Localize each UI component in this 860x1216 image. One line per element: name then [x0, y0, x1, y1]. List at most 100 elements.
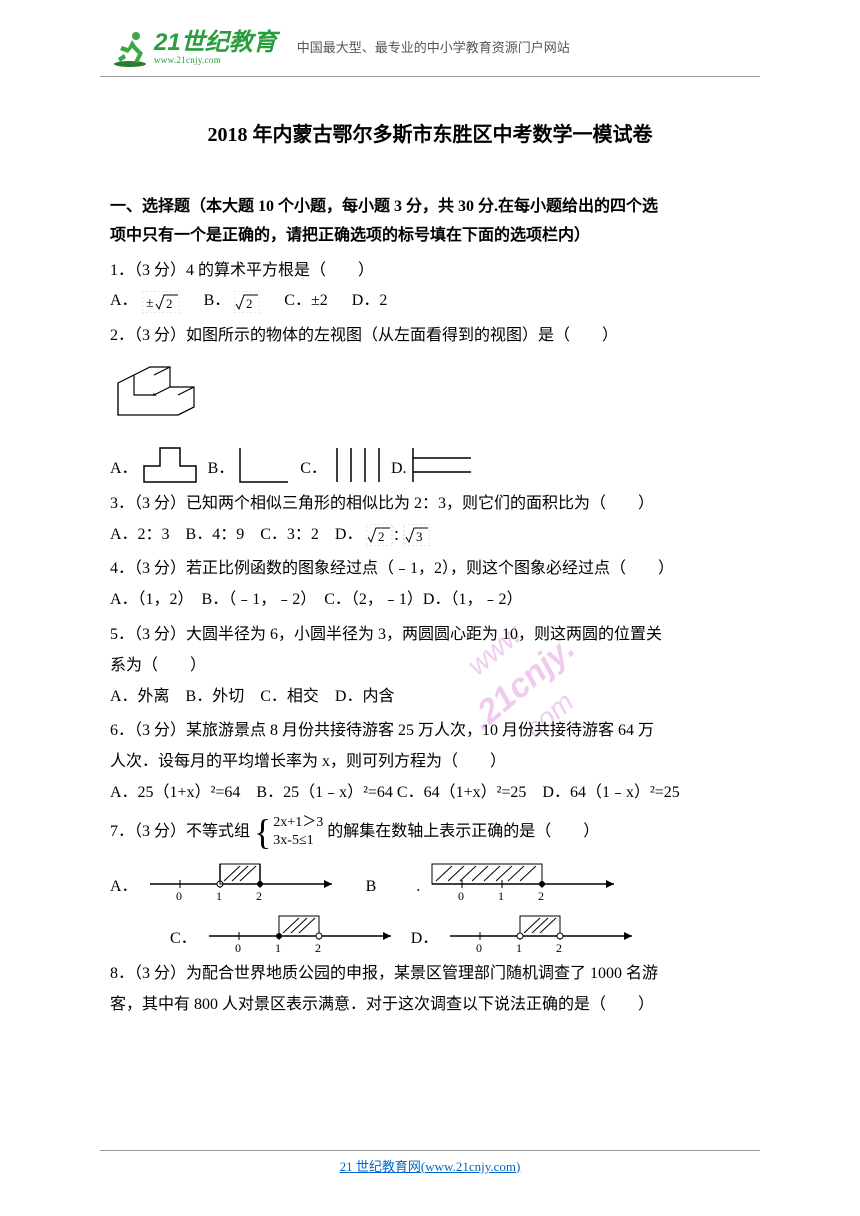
q7-row2: C． 0 1 2 [110, 908, 750, 954]
q2-opt-d: D. [391, 446, 473, 484]
q7-opt-d: D． 0 1 2 [411, 908, 643, 954]
logo-text-block: 21世纪教育 www.21cnjy.com [154, 30, 277, 66]
q7-stem-pre: 7．（3 分）不等式组 [110, 823, 250, 840]
logo-sub-text: www.21cnjy.com [154, 56, 277, 66]
document-body: 2018 年内蒙古鄂尔多斯市东胜区中考数学一模试卷 一、选择题（本大题 10 个… [0, 77, 860, 1020]
svg-text:2: 2 [246, 296, 253, 311]
svg-text:2: 2 [315, 941, 321, 954]
question-2: 2．（3 分）如图所示的物体的左视图（从左面看得到的视图）是（ ） A． [110, 322, 750, 484]
q5-stem-l2: 系为（ ） [110, 652, 750, 681]
header-tagline: 中国最大型、最专业的中小学教育资源门户网站 [297, 36, 570, 59]
q1-opt-d: D．2 [352, 292, 388, 309]
ineq-line-1: 2x+1＞3 [273, 814, 323, 832]
q7-stem: 7．（3 分）不等式组 { 2x+1＞3 3x-5≤1 的解集在数轴上表示正确的… [110, 814, 750, 850]
pm-sqrt2-icon: ± 2 [142, 291, 180, 313]
q7-opt-b-label: B [366, 873, 377, 902]
q2-opt-a-label: A． [110, 455, 138, 484]
q7-opt-a-label: A． [110, 873, 138, 902]
q7-opt-b-graph: . 0 1 2 [416, 856, 624, 902]
q7-opt-d-label: D． [411, 925, 439, 954]
numberline-b-icon: 0 1 2 [424, 856, 624, 902]
shape-d-icon [411, 446, 473, 484]
sqrt2-sqrt3-icon: 2 ： 3 [366, 524, 430, 546]
q7-stem-post: 的解集在数轴上表示正确的是（ ） [327, 823, 599, 840]
question-7: 7．（3 分）不等式组 { 2x+1＞3 3x-5≤1 的解集在数轴上表示正确的… [110, 814, 750, 954]
svg-text:：: ： [393, 529, 407, 544]
q6-stem-l2: 人次．设每月的平均增长率为 x，则可列方程为（ ） [110, 748, 750, 777]
svg-text:2: 2 [556, 941, 562, 954]
numberline-c-icon: 0 1 2 [201, 908, 401, 954]
q2-stem: 2．（3 分）如图所示的物体的左视图（从左面看得到的视图）是（ ） [110, 322, 750, 351]
inequality-system: { 2x+1＞3 3x-5≤1 [254, 814, 323, 850]
svg-text:1: 1 [516, 941, 522, 954]
svg-text:0: 0 [235, 941, 241, 954]
sqrt2-icon: 2 [234, 291, 260, 313]
q1-opt-b-label: B． [204, 292, 231, 309]
q2-opt-d-label: D. [391, 455, 407, 484]
question-1: 1．（3 分）4 的算术平方根是（ ） A． ± 2 B． 2 C．±2 D．2 [110, 257, 750, 317]
q1-stem: 1．（3 分）4 的算术平方根是（ ） [110, 257, 750, 286]
site-logo: 21世纪教育 www.21cnjy.com [110, 28, 277, 68]
q7-row1: A． 0 1 2 [110, 856, 750, 902]
svg-text:1: 1 [275, 941, 281, 954]
shape-b-icon [238, 446, 290, 484]
svg-text:2: 2 [538, 889, 544, 902]
q3-opts-abc: A．2：3 B．4：9 C．3：2 D． [110, 526, 362, 543]
svg-text:0: 0 [458, 889, 464, 902]
q5-options: A．外离 B．外切 C．相交 D．内含 [110, 683, 750, 712]
q3-options: A．2：3 B．4：9 C．3：2 D． 2 ： 3 [110, 521, 750, 550]
q1-opt-c: C．±2 [284, 292, 327, 309]
q4-options: A．（1，2） B．（﹣1，﹣2） C．（2，﹣1）D．（1，﹣2） [110, 586, 750, 615]
exam-title: 2018 年内蒙古鄂尔多斯市东胜区中考数学一模试卷 [110, 117, 750, 153]
svg-text:2: 2 [256, 889, 262, 902]
svg-text:3: 3 [416, 529, 423, 544]
q5-stem-l1: 5．（3 分）大圆半径为 6，小圆半径为 3，两圆圆心距为 10，则这两圆的位置… [110, 621, 750, 650]
q2-opt-b: B． [208, 446, 291, 484]
solid-figure-icon [110, 357, 198, 429]
section-1-heading: 一、选择题（本大题 10 个小题，每小题 3 分，共 30 分.在每小题给出的四… [110, 193, 750, 251]
numberline-a-icon: 0 1 2 [142, 856, 342, 902]
q6-stem-l1: 6．（3 分）某旅游景点 8 月份共接待游客 25 万人次，10 月份共接待游客… [110, 717, 750, 746]
shape-c-icon [331, 446, 381, 484]
q6-options: A．25（1+x）²=64 B．25（1﹣x）²=64 C．64（1+x）²=2… [110, 779, 750, 808]
section-heading-line1: 一、选择题（本大题 10 个小题，每小题 3 分，共 30 分.在每小题给出的四… [110, 193, 750, 222]
logo-runner-icon [110, 28, 150, 68]
footer-text: 21 世纪教育网 [340, 1159, 421, 1174]
svg-text:1: 1 [216, 889, 222, 902]
q2-figure-3d [110, 357, 750, 440]
q3-stem: 3．（3 分）已知两个相似三角形的相似比为 2：3，则它们的面积比为（ ） [110, 490, 750, 519]
page-header: 21世纪教育 www.21cnjy.com 中国最大型、最专业的中小学教育资源门… [100, 0, 760, 77]
q4-stem: 4．（3 分）若正比例函数的图象经过点（﹣1，2），则这个图象必经过点（ ） [110, 555, 750, 584]
svg-text:0: 0 [176, 889, 182, 902]
q2-options: A． B． C． D. [110, 446, 750, 484]
q2-opt-c: C． [300, 446, 381, 484]
svg-text:±: ± [146, 296, 154, 311]
logo-main-text: 21世纪教育 [154, 30, 277, 56]
q7-opt-c-label: C． [170, 925, 197, 954]
footer-url: (www.21cnjy.com) [421, 1159, 520, 1174]
ineq-line-2: 3x-5≤1 [273, 832, 323, 850]
q2-opt-c-label: C． [300, 455, 327, 484]
q8-stem-l1: 8．（3 分）为配合世界地质公园的申报，某景区管理部门随机调查了 1000 名游 [110, 960, 750, 989]
svg-text:0: 0 [476, 941, 482, 954]
q1-opt-a-label: A． [110, 292, 138, 309]
svg-text:2: 2 [378, 529, 385, 544]
shape-a-icon [142, 446, 198, 484]
q7-opt-a: A． 0 1 2 [110, 856, 376, 902]
q8-stem-l2: 客，其中有 800 人对景区表示满意．对于这次调查以下说法正确的是（ ） [110, 991, 750, 1020]
question-4: 4．（3 分）若正比例函数的图象经过点（﹣1，2），则这个图象必经过点（ ） A… [110, 555, 750, 615]
section-heading-line2: 项中只有一个是正确的，请把正确选项的标号填在下面的选项栏内） [110, 222, 750, 251]
question-8: 8．（3 分）为配合世界地质公园的申报，某景区管理部门随机调查了 1000 名游… [110, 960, 750, 1020]
q1-options: A． ± 2 B． 2 C．±2 D．2 [110, 287, 750, 316]
numberline-d-icon: 0 1 2 [442, 908, 642, 954]
left-brace-icon: { [254, 818, 271, 847]
svg-text:2: 2 [166, 296, 173, 311]
question-3: 3．（3 分）已知两个相似三角形的相似比为 2：3，则它们的面积比为（ ） A．… [110, 490, 750, 550]
question-6: 6．（3 分）某旅游景点 8 月份共接待游客 25 万人次，10 月份共接待游客… [110, 717, 750, 807]
page-footer: 21 世纪教育网(www.21cnjy.com) [100, 1150, 760, 1178]
q2-opt-a: A． [110, 446, 198, 484]
svg-text:1: 1 [498, 889, 504, 902]
question-5: 5．（3 分）大圆半径为 6，小圆半径为 3，两圆圆心距为 10，则这两圆的位置… [110, 621, 750, 711]
q7-opt-c: C． 0 1 2 [170, 908, 401, 954]
q2-opt-b-label: B． [208, 455, 235, 484]
